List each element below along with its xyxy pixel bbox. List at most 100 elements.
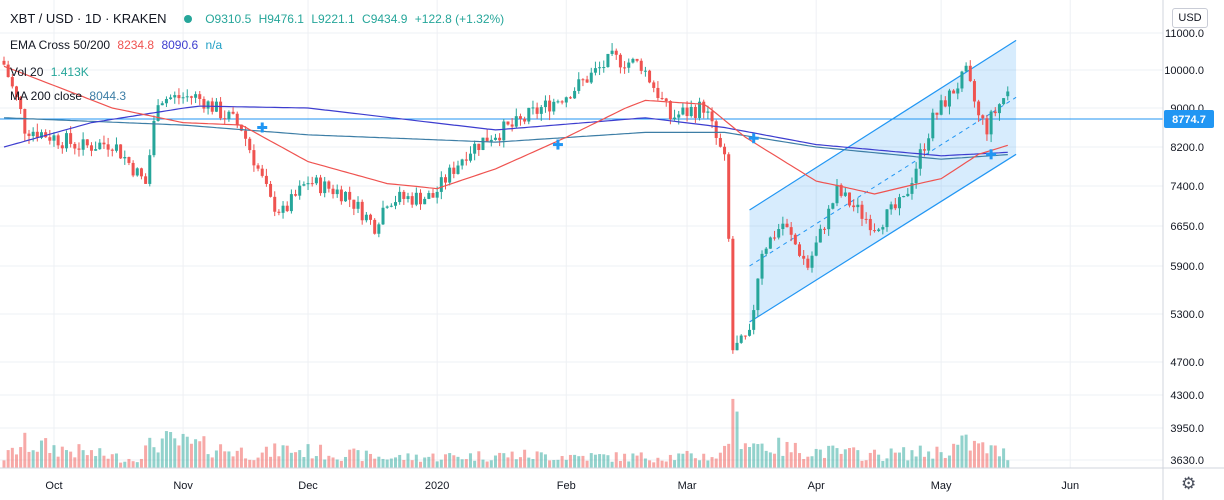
time-tick-label: 2020 <box>425 480 449 492</box>
candle-body <box>348 191 352 200</box>
candle-body <box>510 124 514 127</box>
channel-fill[interactable] <box>749 40 1017 323</box>
volume-label: Vol 20 <box>10 65 44 79</box>
ohlc-change: +122.8 (+1.32%) <box>414 12 505 26</box>
candle-body <box>44 132 48 138</box>
volume-bar <box>897 452 901 468</box>
candle-body <box>48 137 52 141</box>
candle-body <box>23 109 27 134</box>
volume-bar <box>777 437 781 468</box>
candle-body <box>606 53 610 68</box>
volume-bar <box>360 461 364 468</box>
volume-bar <box>285 445 289 468</box>
candle-body <box>244 130 248 139</box>
candle-body <box>235 113 239 125</box>
candle-body <box>977 101 981 116</box>
volume-bar <box>739 449 743 468</box>
candle-body <box>548 100 552 112</box>
candle-body <box>847 192 851 206</box>
candle-body <box>689 106 693 117</box>
candle-body <box>743 335 747 337</box>
volume-bar <box>139 458 143 468</box>
volume-bar <box>381 458 385 468</box>
volume-bar <box>106 458 110 468</box>
candle-body <box>506 121 510 125</box>
candle-body <box>14 86 18 98</box>
volume-bar <box>214 450 218 468</box>
candle-body <box>331 188 335 195</box>
volume-bar <box>764 450 768 468</box>
gear-icon[interactable]: ⚙ <box>1181 474 1197 493</box>
price-axis[interactable]: 11000.010000.09000.08200.07400.06650.059… <box>1164 28 1204 467</box>
ma-label: MA 200 close <box>10 89 83 103</box>
volume-bar <box>219 444 223 468</box>
candle-body <box>972 81 976 102</box>
volume-bar <box>102 455 106 468</box>
volume-bar <box>918 445 922 468</box>
candle-body <box>381 207 385 225</box>
candle-body <box>360 201 364 221</box>
candle-body <box>768 237 772 249</box>
volume-bar <box>635 455 639 468</box>
candle-body <box>335 189 339 195</box>
candle-body <box>902 196 906 198</box>
time-tick-label: Oct <box>45 480 62 492</box>
cross-marker <box>986 149 997 160</box>
volume-bar <box>706 460 710 468</box>
candle-body <box>818 228 822 243</box>
candle-body <box>227 111 231 119</box>
volume-bar <box>514 459 518 468</box>
time-axis[interactable]: Oct Nov Dec 2020 Feb Mar Apr May Jun <box>45 480 1079 492</box>
cross-marker <box>552 139 563 150</box>
volume-bar <box>798 453 802 468</box>
candle-body <box>310 183 314 185</box>
candle-body <box>518 116 522 119</box>
volume-bar <box>148 437 152 468</box>
ma200-line[interactable] <box>3 117 1008 160</box>
volume-bar <box>493 455 497 468</box>
channel-lower-line[interactable] <box>749 153 1017 323</box>
candle-body <box>98 142 102 150</box>
candle-body <box>452 167 456 174</box>
candle-body <box>706 111 710 113</box>
candle-body <box>752 310 756 330</box>
time-tick-label: Mar <box>678 480 697 492</box>
candle-body <box>773 237 777 239</box>
volume-bar <box>781 455 785 468</box>
candle-body <box>839 184 843 196</box>
volume-bar <box>77 444 81 468</box>
volume-bar <box>410 460 414 468</box>
volume-bar <box>114 453 118 468</box>
candle-body <box>968 65 972 82</box>
ema200-line[interactable] <box>3 105 1008 157</box>
candle-body <box>514 116 518 127</box>
candle-body <box>448 167 452 183</box>
candle-body <box>602 67 606 69</box>
volume-bar <box>419 461 422 468</box>
candle-body <box>64 133 68 149</box>
volume-bar <box>256 457 260 468</box>
time-tick-label: May <box>931 480 952 492</box>
candle-body <box>373 219 377 234</box>
volume-bar <box>681 453 685 468</box>
price-tick-label: 4700.0 <box>1170 357 1204 369</box>
candle-body <box>427 193 431 199</box>
volume-bar <box>989 445 993 468</box>
currency-button[interactable]: USD <box>1172 8 1208 28</box>
ma-legend[interactable]: MA 200 close 8044.3 <box>10 89 130 103</box>
volume-bar <box>506 457 510 468</box>
candle-body <box>269 183 273 197</box>
ema-legend[interactable]: EMA Cross 50/200 8234.8 8090.6 n/a <box>10 38 226 52</box>
volume-bar <box>843 449 847 468</box>
ema50-line[interactable] <box>3 65 1008 195</box>
volume-bar <box>394 457 398 468</box>
volume-bar <box>543 454 547 468</box>
price-tick-label: 3950.0 <box>1170 423 1204 435</box>
candle-body <box>573 90 577 99</box>
candle-body <box>577 79 581 91</box>
volume-bar <box>152 447 156 468</box>
volume-bar <box>993 445 997 468</box>
candle-body <box>314 177 318 184</box>
volume-legend[interactable]: Vol 20 1.413K <box>10 65 93 79</box>
